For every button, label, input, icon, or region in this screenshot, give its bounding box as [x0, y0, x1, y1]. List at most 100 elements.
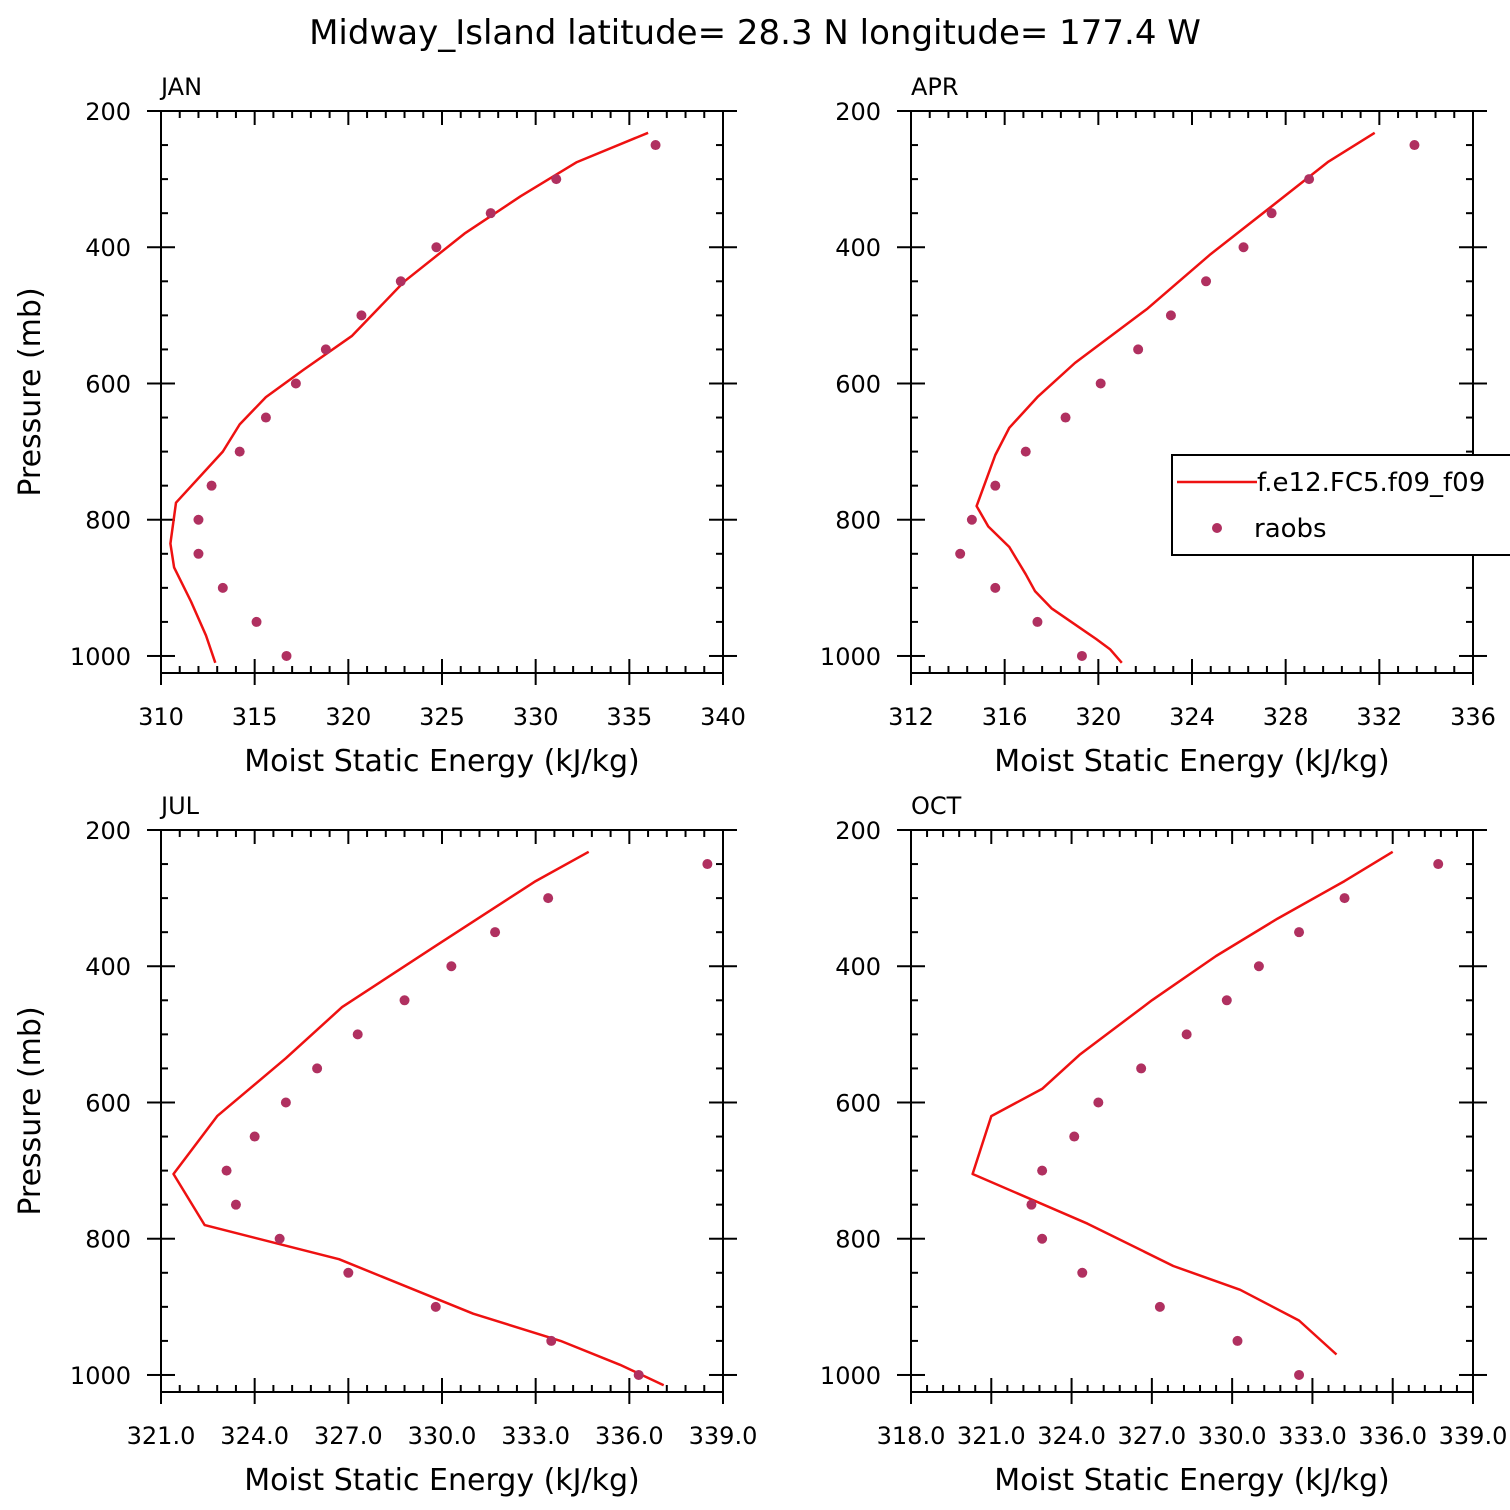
y-axis-label: Pressure (mb) [13, 287, 48, 496]
y-tick-label: 200 [85, 817, 131, 845]
raobs-point [1165, 310, 1176, 321]
y-tick-label: 200 [85, 98, 131, 126]
legend-dot-swatch [1212, 523, 1222, 533]
x-tick-label: 324 [1169, 703, 1215, 731]
x-tick-label: 327.0 [1117, 1422, 1186, 1450]
raobs-point [1060, 412, 1071, 423]
y-tick-label: 1000 [70, 643, 131, 671]
x-tick-label: 320 [1075, 703, 1121, 731]
x-tick-label: 321.0 [127, 1422, 196, 1450]
raobs-point [320, 344, 331, 355]
y-tick-label: 600 [835, 370, 881, 398]
x-tick-label: 320 [325, 703, 371, 731]
x-tick-label: 312 [888, 703, 934, 731]
x-axis-label: Moist Static Energy (kJ/kg) [994, 1463, 1390, 1498]
x-tick-label: 316 [982, 703, 1028, 731]
x-tick-label: 333.0 [1278, 1422, 1347, 1450]
x-tick-label: 324.0 [1037, 1422, 1106, 1450]
y-tick-label: 400 [85, 234, 131, 262]
x-tick-label: 339.0 [1439, 1422, 1508, 1450]
raobs-point [1294, 1369, 1305, 1380]
x-tick-label: 310 [138, 703, 184, 731]
raobs-point [551, 174, 562, 185]
month-label: OCT [911, 792, 962, 820]
raobs-point [234, 446, 245, 457]
x-tick-label: 339.0 [689, 1422, 758, 1450]
raobs-point [1077, 1267, 1088, 1278]
raobs-point [280, 1097, 291, 1108]
panel-jan: JAN 200 400 600 800 1000 310 315 320 325 330 335 340… [13, 73, 746, 779]
plot-area [955, 131, 1420, 664]
panel-oct: OCT 200 400 600 800 1000 318.0 321.0 324.0 327.0 3… [820, 792, 1507, 1498]
raobs-point [260, 412, 271, 423]
raobs-point [1304, 174, 1315, 185]
raobs-point [431, 242, 442, 253]
x-tick-label: 318.0 [877, 1422, 946, 1450]
raobs-point [1238, 242, 1249, 253]
y-tick-label: 400 [85, 953, 131, 981]
raobs-point [702, 859, 713, 870]
raobs-point [230, 1199, 241, 1210]
legend-box [1171, 454, 1510, 556]
x-axis-label: Moist Static Energy (kJ/kg) [994, 744, 1390, 779]
raobs-point [1201, 276, 1212, 287]
raobs-point [446, 961, 457, 972]
x-tick-label: 330.0 [408, 1422, 477, 1450]
raobs-point [430, 1301, 441, 1312]
y-axis-label: Pressure (mb) [13, 1006, 48, 1215]
raobs-point [490, 927, 501, 938]
month-label: JAN [159, 73, 202, 101]
raobs-point [1095, 378, 1106, 389]
x-tick-label: 330.0 [1198, 1422, 1267, 1450]
figure-title: Midway_Island latitude= 28.3 N longitude… [309, 13, 1201, 53]
plot-area [172, 850, 713, 1387]
raobs-point [966, 514, 977, 525]
panels: JAN 200 400 600 800 1000 310 315 320 325 330 335 340… [13, 73, 1510, 1498]
raobs-point [546, 1335, 557, 1346]
raobs-point [1181, 1029, 1192, 1040]
month-label: APR [911, 73, 959, 101]
x-axis-label: Moist Static Energy (kJ/kg) [244, 1463, 640, 1498]
y-tick-label: 600 [835, 1089, 881, 1117]
raobs-point [1409, 140, 1420, 151]
y-tick-label: 800 [85, 507, 131, 535]
y-tick-label: 200 [835, 98, 881, 126]
y-tick-label: 400 [835, 953, 881, 981]
raobs-point [356, 310, 367, 321]
raobs-point [1032, 616, 1043, 627]
x-tick-label: 335 [606, 703, 652, 731]
y-tick-label: 1000 [70, 1362, 131, 1390]
raobs-point [281, 650, 292, 661]
x-tick-label: 325 [419, 703, 465, 731]
raobs-point [1433, 859, 1444, 870]
y-tick-label: 800 [835, 1226, 881, 1254]
raobs-point [1154, 1301, 1165, 1312]
plot-area [971, 850, 1444, 1380]
panel-jul: JUL 200 400 600 800 1000 321.0 324.0 327.0 330.0 3… [13, 792, 757, 1498]
y-tick-label: 800 [835, 507, 881, 535]
raobs-point [1253, 961, 1264, 972]
raobs-point [217, 582, 228, 593]
raobs-point [650, 140, 661, 151]
raobs-point [990, 582, 1001, 593]
raobs-point [352, 1029, 363, 1040]
raobs-point [249, 1131, 260, 1142]
legend-model-label: f.e12.FC5.f09_f09 [1257, 468, 1485, 498]
plot-frame [910, 829, 1474, 1393]
x-tick-label: 327.0 [314, 1422, 383, 1450]
raobs-point [1069, 1131, 1080, 1142]
x-tick-label: 332 [1356, 703, 1402, 731]
raobs-point [1266, 208, 1277, 219]
x-tick-label: 321.0 [957, 1422, 1026, 1450]
month-label: JUL [159, 792, 200, 820]
y-tick-label: 400 [835, 234, 881, 262]
x-tick-label: 328 [1263, 703, 1309, 731]
x-tick-label: 315 [232, 703, 278, 731]
raobs-point [1136, 1063, 1147, 1074]
raobs-point [251, 616, 262, 627]
y-tick-label: 1000 [820, 643, 881, 671]
x-tick-label: 330 [513, 703, 559, 731]
raobs-point [312, 1063, 323, 1074]
y-tick-label: 600 [85, 1089, 131, 1117]
